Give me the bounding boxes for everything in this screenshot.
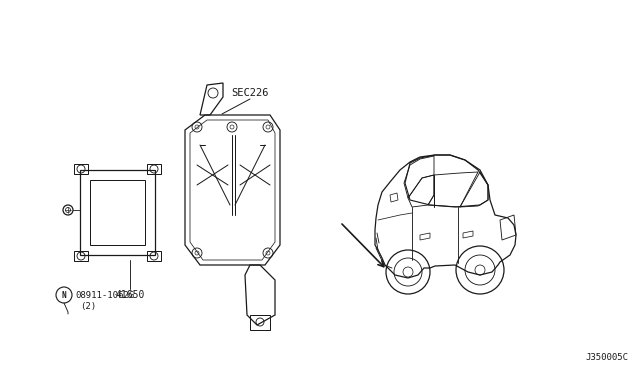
- Text: J350005C: J350005C: [585, 353, 628, 362]
- Text: 08911-1062G: 08911-1062G: [75, 291, 134, 299]
- Text: SEC226: SEC226: [231, 88, 269, 98]
- Text: 41650: 41650: [115, 290, 145, 300]
- Text: N: N: [61, 291, 67, 299]
- Text: (2): (2): [80, 302, 96, 311]
